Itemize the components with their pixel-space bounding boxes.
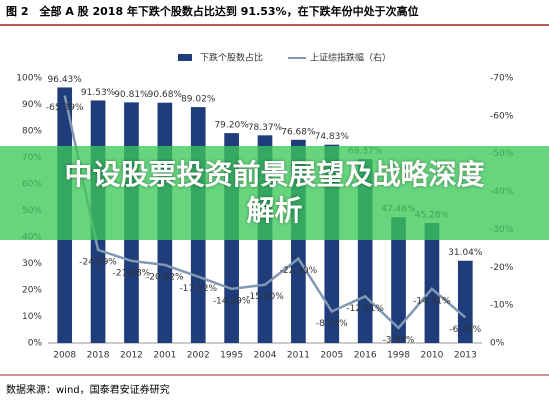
legend-label: 下跌个股数占比: [200, 52, 263, 64]
y-tick-label: 20%: [22, 286, 42, 296]
x-tick-label: 2018: [87, 351, 110, 361]
line-value-label: -14.29%: [213, 296, 251, 306]
bar: [457, 260, 473, 343]
bar-value-label: 79.20%: [214, 121, 249, 131]
x-tick-label: 2004: [254, 351, 277, 361]
line-value-label: -65.39%: [46, 103, 84, 113]
y2-tick-label: -10%: [490, 301, 514, 311]
y-tick-label: 80%: [22, 127, 42, 137]
y-tick-label: 30%: [22, 259, 42, 269]
x-tick-label: 2013: [454, 351, 477, 361]
line-value-label: -14.31%: [413, 296, 451, 306]
y-tick-label: 90%: [22, 100, 42, 110]
line-value-label: -3.97%: [383, 335, 415, 345]
banner-text: 中设股票投资前景展望及战略深度解析: [64, 158, 485, 227]
x-tick-label: 2010: [420, 351, 443, 361]
line-value-label: -15.40%: [246, 292, 284, 302]
y2-tick-label: 0%: [490, 339, 505, 349]
line-value-label: -20.62%: [146, 272, 184, 282]
x-tick-label: 1998: [387, 351, 410, 361]
line-value-label: -24.59%: [79, 257, 117, 267]
bar: [391, 217, 406, 343]
x-tick-label: 2016: [354, 351, 377, 361]
bar-value-label: 89.02%: [181, 95, 216, 105]
line-value-label: -17.52%: [179, 284, 217, 294]
line-value-label: -8.33%: [316, 319, 348, 329]
x-tick-label: 2008: [53, 351, 76, 361]
source: 数据来源：wind，国泰君安证券研究: [6, 383, 170, 396]
bar-value-label: 74.83%: [315, 132, 350, 142]
bar-value-label: 91.53%: [81, 88, 116, 98]
bar-value-label: 96.43%: [48, 75, 83, 85]
y-tick-label: 100%: [16, 74, 42, 84]
y2-tick-label: -70%: [490, 74, 514, 84]
line-value-label: -21.68%: [113, 268, 151, 278]
y2-tick-label: -20%: [490, 263, 514, 273]
y-tick-label: 0%: [28, 339, 43, 349]
banner: 中设股票投资前景展望及战略深度解析: [0, 146, 549, 240]
line-value-label: -6.75%: [449, 325, 481, 335]
bar-value-label: 31.04%: [448, 248, 483, 258]
line: [63, 95, 467, 330]
y2-tick-label: -60%: [490, 111, 514, 121]
chart-title: 图 2 全部 A 股 2018 年下跌个股数占比达到 91.53%，在下跌年份中…: [6, 4, 419, 18]
legend-label: 上证综指跌幅（右）: [310, 52, 391, 64]
bar-value-label: 90.68%: [148, 90, 183, 100]
bar-value-label: 78.37%: [248, 123, 283, 133]
x-tick-label: 2005: [320, 351, 343, 361]
y-tick-label: 10%: [22, 312, 42, 322]
bar-value-label: 76.68%: [281, 127, 316, 137]
line-value-label: -22.30%: [280, 266, 318, 276]
x-tick-label: 2001: [153, 351, 176, 361]
x-tick-label: 2012: [120, 351, 143, 361]
x-tick-label: 1995: [220, 351, 243, 361]
bar: [424, 223, 440, 343]
line-value-label: -12.31%: [346, 304, 384, 314]
x-tick-label: 2002: [187, 351, 210, 361]
x-tick-label: 2011: [287, 351, 310, 361]
bar-value-label: 90.81%: [114, 90, 149, 100]
legend-swatch: [178, 54, 192, 61]
